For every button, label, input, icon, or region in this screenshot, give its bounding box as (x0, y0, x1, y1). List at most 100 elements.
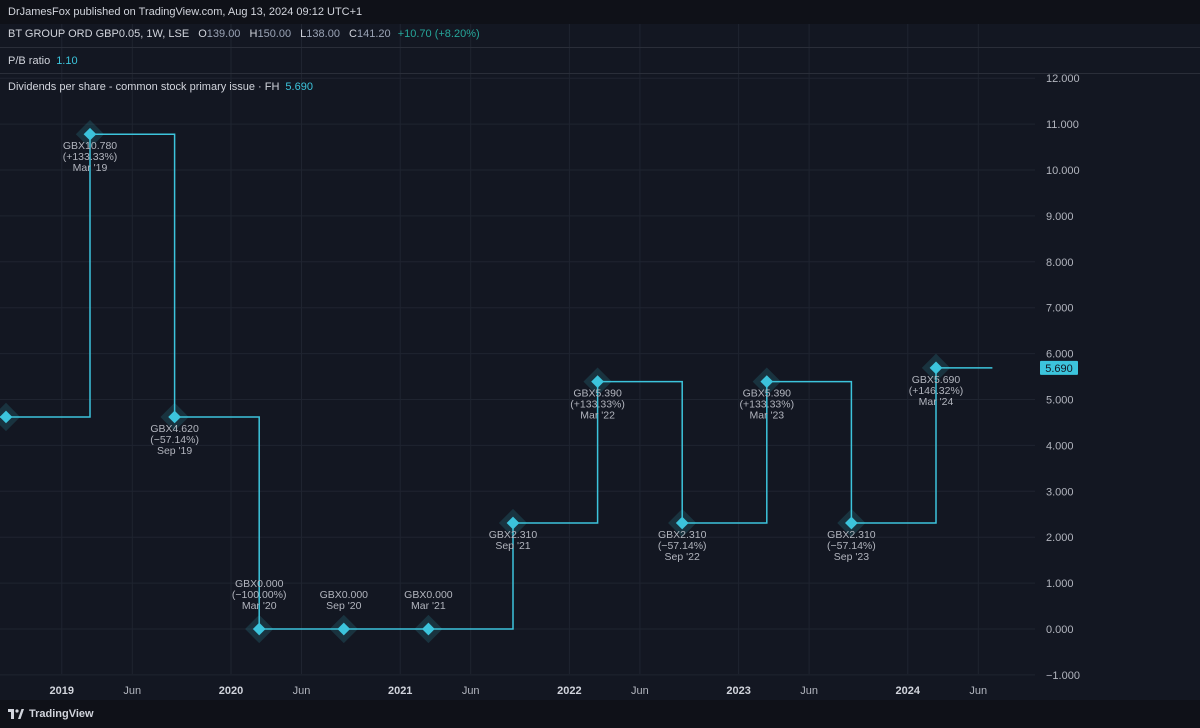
annotation-text: Sep '19 (157, 445, 192, 457)
high-label: H (249, 28, 258, 40)
annotation-text: (+133.33%) (740, 399, 795, 411)
publisher-bar: DrJamesFox published on TradingView.com,… (0, 0, 1200, 24)
annotation-text: Mar '20 (242, 600, 277, 612)
grid-layer (0, 24, 1035, 676)
dividend-annotation: GBX2.310(−57.14%)Sep '22 (658, 529, 707, 563)
annotation-text: Mar '22 (580, 410, 615, 422)
x-tick-label: 2023 (726, 685, 750, 697)
y-tick-label: 9.000 (1046, 211, 1074, 223)
legend-divider (0, 47, 1200, 48)
dividend-marker (921, 353, 951, 382)
annotation-text: (+133.33%) (570, 399, 625, 411)
dividend-marker (0, 402, 21, 432)
annotation-text: Sep '20 (326, 600, 361, 612)
symbol-name: BT GROUP ORD GBP0.05, 1W, LSE (8, 28, 190, 40)
annotation-text: Mar '23 (749, 410, 784, 422)
marker-layer (0, 120, 951, 644)
dividend-marker (583, 367, 612, 396)
annotation-text: GBX4.620 (150, 423, 199, 435)
tradingview-icon (8, 709, 24, 719)
footer-bar: TradingView (0, 700, 1200, 728)
annotation-text: (−57.14%) (658, 540, 707, 552)
last-value-badge: 5.690 (1040, 360, 1078, 375)
tradingview-logo[interactable]: TradingView (8, 708, 94, 720)
dividend-annotation: GBX10.780(+133.33%)Mar '19 (63, 140, 118, 174)
annotation-text: (−57.14%) (827, 540, 876, 552)
y-tick-label: 10.000 (1046, 165, 1080, 177)
y-tick-label: 5.000 (1046, 395, 1074, 407)
marker-diamond (83, 127, 97, 141)
annotation-text: GBX2.310 (827, 529, 876, 541)
annotation-text: Mar '19 (73, 162, 108, 174)
open-value: 139.00 (206, 28, 241, 40)
dividend-label: Dividends per share - common stock prima… (8, 81, 280, 93)
dividend-annotation: GBX5.690(+146.32%)Mar '24 (909, 374, 964, 408)
dividend-annotation: GBX4.620(−57.14%)Sep '19 (150, 423, 199, 457)
low-label: L (300, 28, 307, 40)
y-tick-label: 8.000 (1046, 257, 1074, 269)
y-tick-label: 2.000 (1046, 532, 1074, 544)
dividend-annotation: GBX5.390(+133.33%)Mar '22 (570, 388, 625, 422)
y-tick-label: 12.000 (1046, 73, 1080, 85)
annotation-text: GBX5.390 (573, 388, 622, 400)
annotation-text: GBX0.000 (320, 589, 369, 601)
pb-ratio-legend[interactable]: P/B ratio 1.10 (8, 55, 78, 67)
x-tick-label: Jun (293, 685, 311, 697)
label-layer: GBX10.780(+133.33%)Mar '19GBX4.620(−57.1… (63, 140, 964, 612)
annotation-text: GBX5.690 (912, 374, 961, 386)
pb-ratio-value: 1.10 (56, 55, 78, 67)
marker-diamond (252, 622, 266, 636)
dividend-legend[interactable]: Dividends per share - common stock prima… (8, 81, 313, 93)
annotation-text: GBX2.310 (489, 529, 538, 541)
dividend-annotation: GBX2.310(−57.14%)Sep '23 (827, 529, 876, 563)
y-tick-label: 6.000 (1046, 349, 1074, 361)
dividend-chart[interactable]: GBX10.780(+133.33%)Mar '19GBX4.620(−57.1… (0, 24, 1200, 700)
change-value: +10.70 (+8.20%) (397, 28, 480, 40)
annotation-text: GBX10.780 (63, 140, 117, 152)
y-tick-label: 11.000 (1046, 119, 1079, 131)
y-tick-label: 3.000 (1046, 486, 1074, 498)
x-tick-label: 2021 (388, 685, 412, 697)
dividend-marker (498, 508, 528, 538)
axis-layer: 12.000 11.000 10.000 9.000 8.000 7.000 6.000 5.… (50, 73, 1080, 697)
dividend-marker (414, 614, 443, 644)
y-tick-label: 7.000 (1046, 303, 1074, 315)
dividend-marker (837, 508, 866, 538)
annotation-text: (−100.00%) (232, 589, 287, 601)
pb-ratio-label: P/B ratio (8, 55, 51, 67)
dividend-annotation: GBX5.390(+133.33%)Mar '23 (740, 388, 795, 422)
dividend-value: 5.690 (285, 81, 313, 93)
brand-name: TradingView (29, 708, 94, 720)
y-tick-label: 4.000 (1046, 440, 1074, 452)
dividend-annotation: GBX0.000(−100.00%)Mar '20 (232, 578, 287, 612)
pane-divider (0, 73, 1200, 74)
close-value: 141.20 (356, 28, 391, 40)
annotation-text: Sep '22 (665, 551, 700, 563)
open-label: O (198, 28, 207, 40)
annotation-text: (+146.32%) (909, 385, 964, 397)
x-tick-label: Jun (123, 685, 141, 697)
y-tick-label: 1.000 (1046, 578, 1074, 590)
x-tick-label: 2019 (50, 685, 74, 697)
x-tick-label: Jun (462, 685, 480, 697)
annotation-text: Mar '24 (919, 396, 954, 408)
marker-diamond (0, 410, 13, 424)
publisher-text: DrJamesFox published on TradingView.com,… (8, 6, 363, 18)
low-value: 138.00 (306, 28, 340, 40)
annotation-text: (−57.14%) (150, 434, 199, 446)
y-tick-label: −1.000 (1046, 670, 1080, 682)
dividend-marker (668, 508, 697, 538)
high-value: 150.00 (257, 28, 292, 40)
last-value-label: 5.690 (1045, 363, 1073, 375)
dividend-step-line (0, 133, 993, 630)
dividend-marker (752, 367, 781, 396)
symbol-legend[interactable]: BT GROUP ORD GBP0.05, 1W, LSE O139.00 H1… (8, 28, 480, 40)
x-tick-label: Jun (800, 685, 818, 697)
x-tick-label: Jun (631, 685, 649, 697)
line-layer (0, 133, 993, 630)
chart-pane[interactable]: GBX10.780 (+133.33%) Mar '19 GBX4.620 (−57.1… (0, 24, 1200, 700)
annotation-text: Sep '23 (834, 551, 869, 563)
